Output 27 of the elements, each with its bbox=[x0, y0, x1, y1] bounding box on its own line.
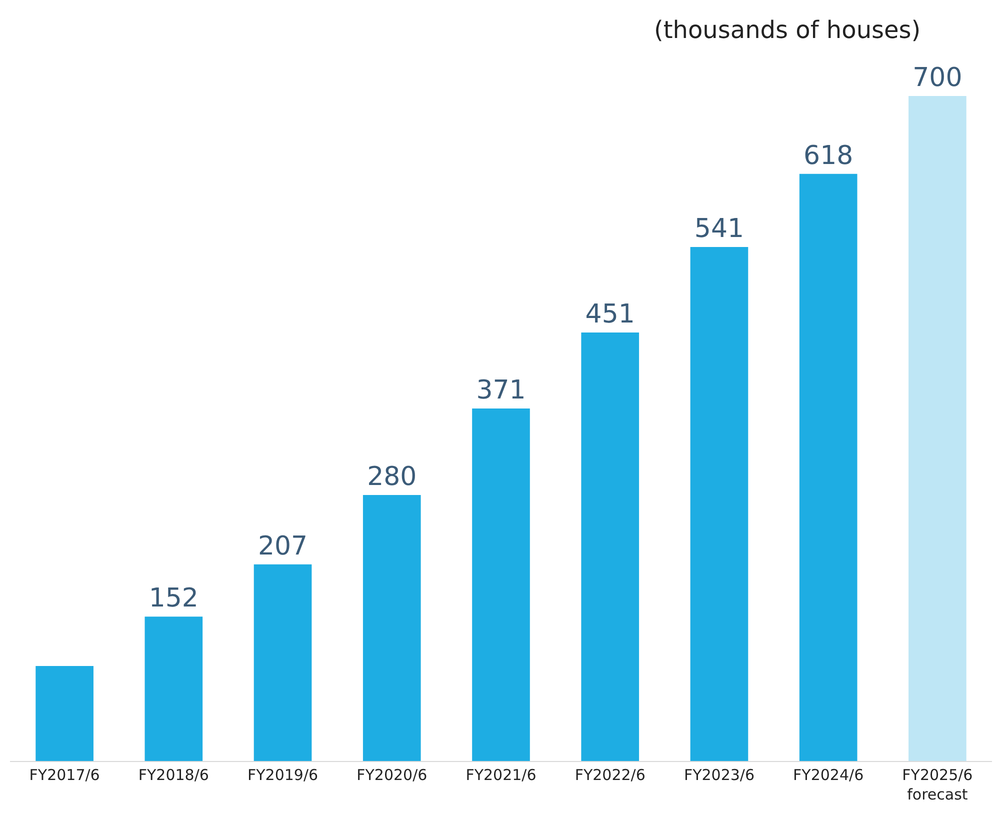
x-tick-label: FY2021/6 bbox=[466, 766, 536, 784]
data-label: 618 bbox=[804, 140, 854, 171]
y-axis-title: (thousands of houses) bbox=[654, 16, 921, 44]
x-tick-label: FY2020/6 bbox=[356, 766, 428, 784]
bar bbox=[144, 616, 203, 761]
bar bbox=[472, 408, 530, 761]
x-tick-label: FY2024/6 bbox=[793, 766, 864, 784]
bar bbox=[254, 564, 312, 761]
bar bbox=[36, 666, 94, 761]
data-label: 371 bbox=[476, 376, 526, 406]
data-label: 451 bbox=[585, 300, 635, 330]
x-tick-label: FY2018/6 bbox=[138, 766, 209, 784]
bar bbox=[690, 247, 748, 761]
bar bbox=[581, 332, 640, 761]
x-tick-label: FY2023/6 bbox=[684, 766, 754, 784]
x-tick-label: FY2017/6 bbox=[29, 766, 100, 784]
data-label: 152 bbox=[148, 584, 198, 614]
data-label: 541 bbox=[694, 214, 744, 244]
bar bbox=[362, 495, 421, 761]
x-tick-label: FY2019/6 bbox=[248, 766, 318, 784]
x-tick-label: FY2025/6 forecast bbox=[902, 766, 973, 804]
bar bbox=[908, 96, 966, 761]
bar bbox=[799, 174, 858, 761]
data-label: 207 bbox=[258, 531, 308, 562]
data-label: 700 bbox=[912, 63, 962, 93]
data-label: 280 bbox=[367, 462, 417, 492]
x-tick-label: FY2022/6 bbox=[574, 766, 646, 784]
